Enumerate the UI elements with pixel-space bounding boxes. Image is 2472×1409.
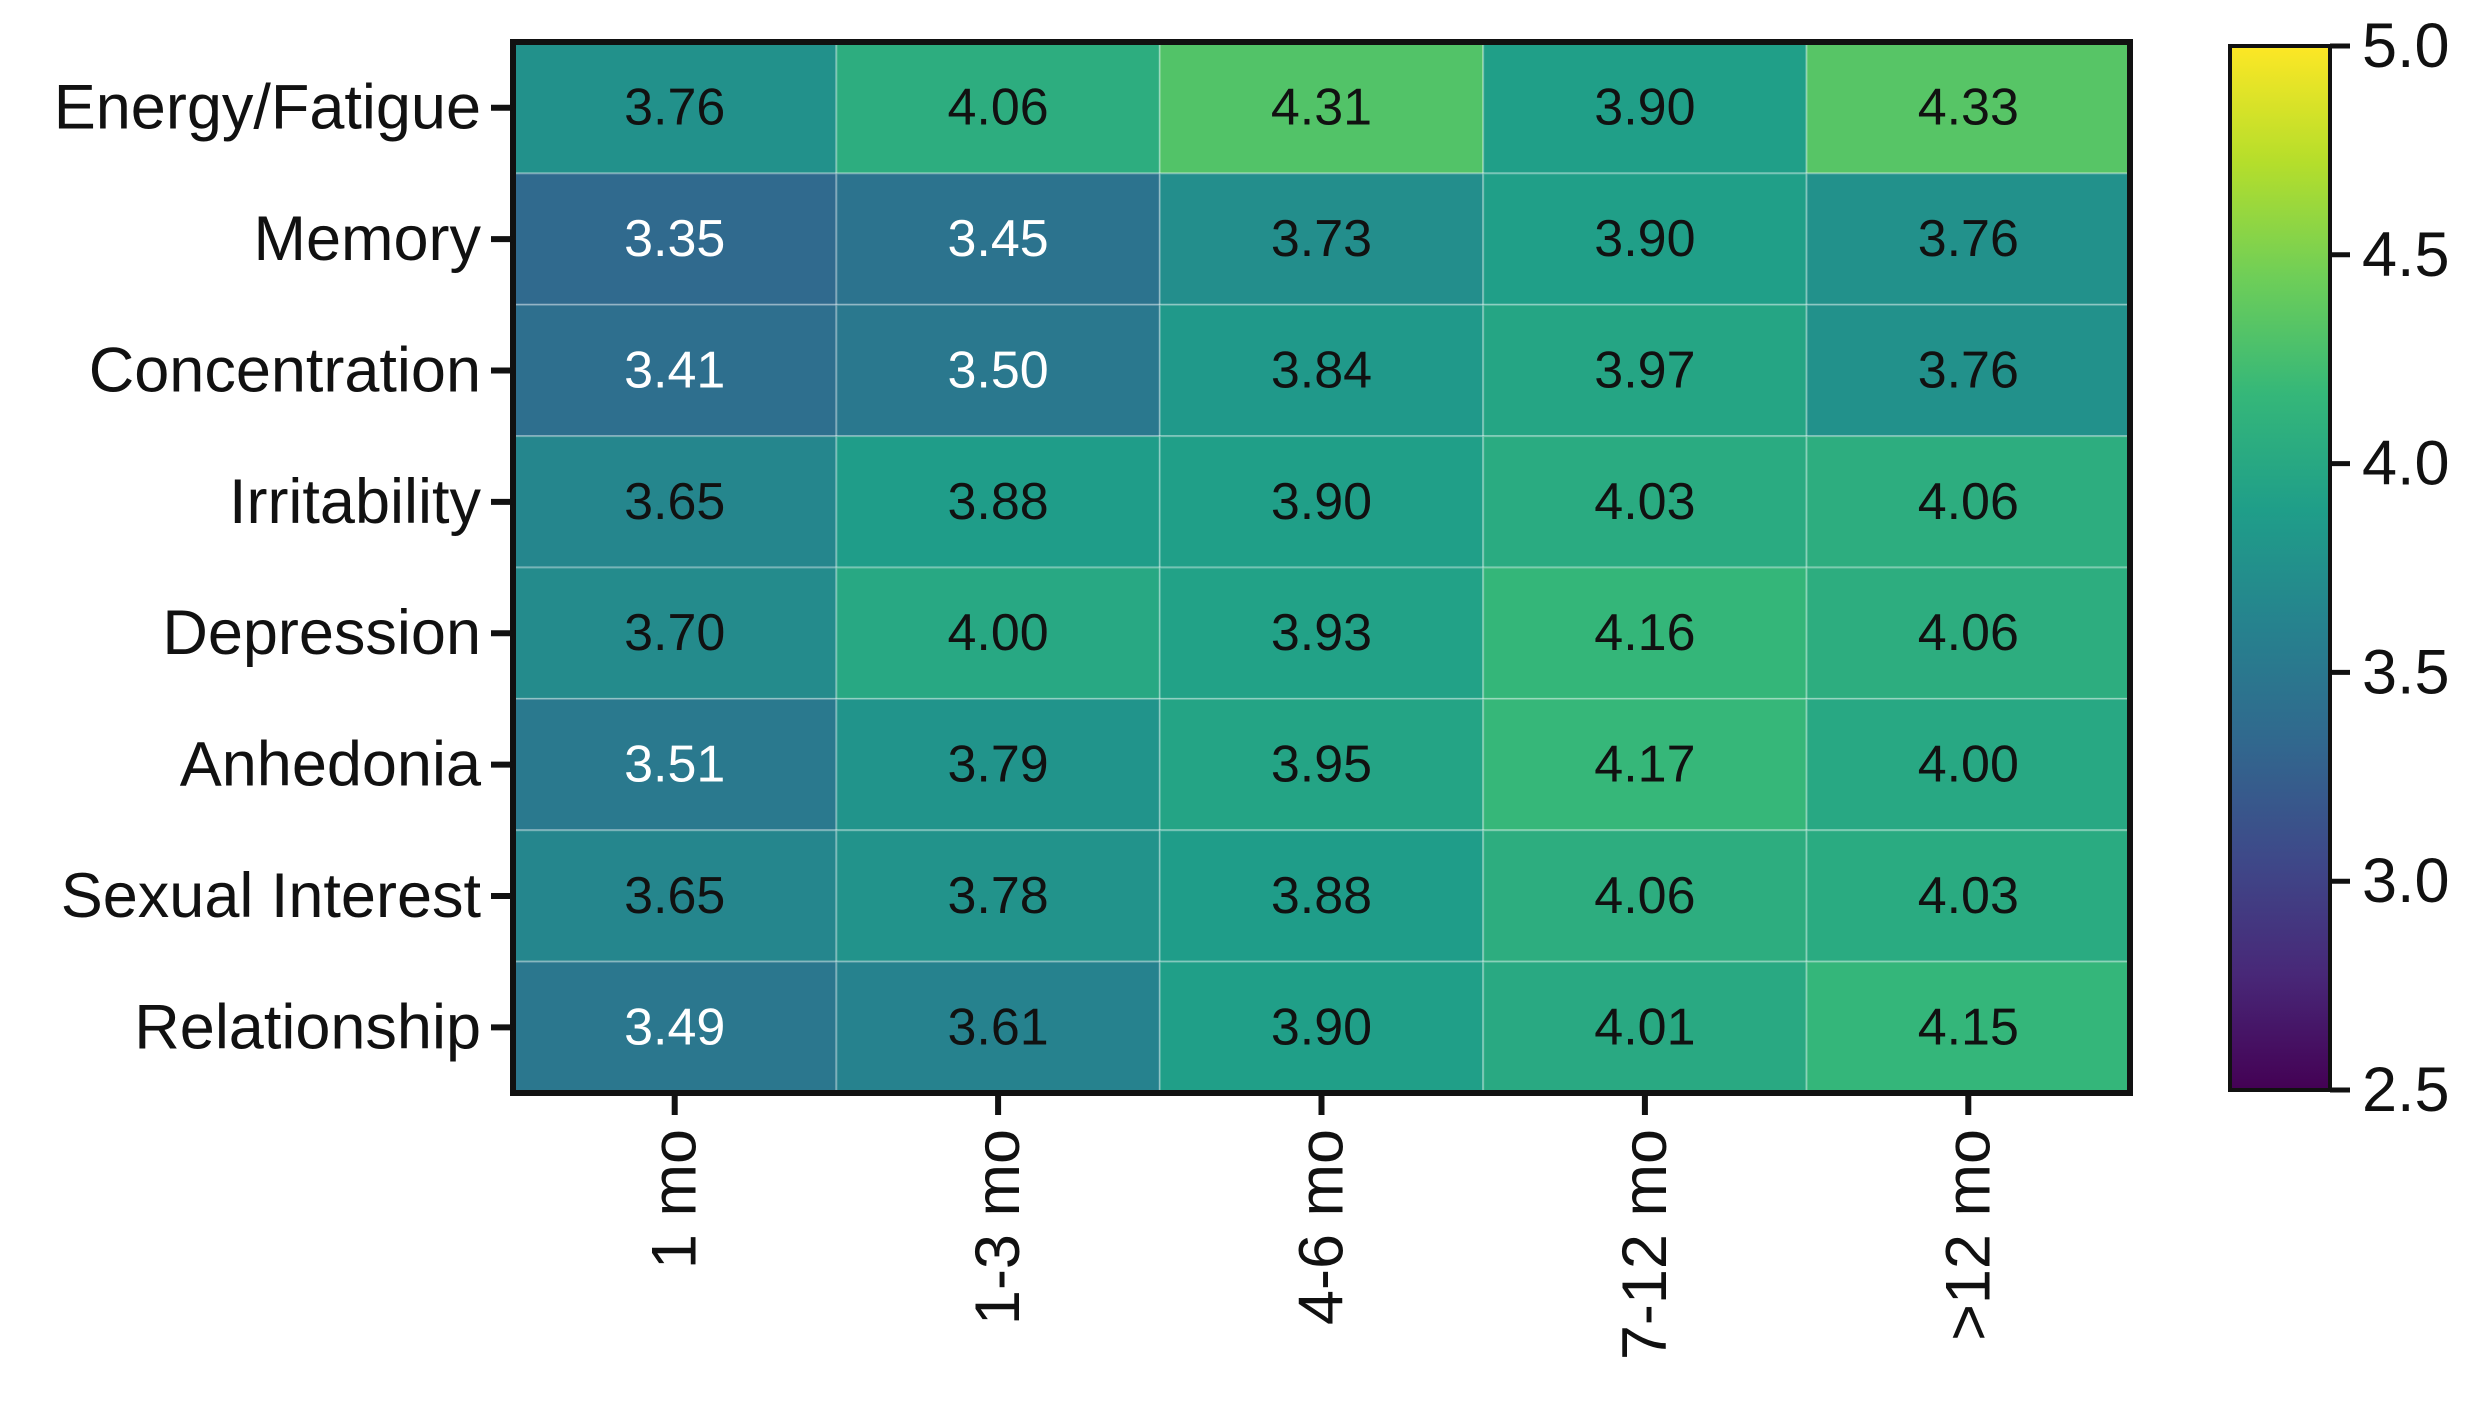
heatmap-cell <box>835 960 1161 1094</box>
heatmap-cell <box>1158 697 1485 832</box>
cell-value-label: 3.45 <box>947 210 1048 268</box>
heatmap-cell <box>1482 435 1808 569</box>
cell-value-label: 3.95 <box>1271 736 1372 794</box>
row-label: Memory <box>253 204 481 274</box>
cell-value-label: 3.61 <box>947 998 1048 1056</box>
colorbar-tick-label: 2.5 <box>2362 1055 2450 1125</box>
cell-value-label: 4.31 <box>1271 79 1372 137</box>
cell-value-label: 4.16 <box>1594 604 1695 662</box>
cell-value-label: 4.03 <box>1918 867 2019 925</box>
colorbar: 2.5 3.0 3.5 4.0 4.5 5.0 <box>2228 11 2450 1125</box>
cell-value-label: 3.35 <box>624 210 725 268</box>
colorbar-gradient <box>2228 44 2332 1092</box>
heatmap-cell <box>835 697 1161 832</box>
cell-value-label: 3.90 <box>1594 210 1695 268</box>
column-label: 1 mo <box>640 1129 710 1269</box>
column-label: 4-6 mo <box>1287 1129 1357 1325</box>
heatmap-cell <box>1805 435 2131 569</box>
heatmap-cell <box>1482 41 1808 175</box>
row-axis: Energy/Fatigue Memory Concentration Irritab… <box>54 73 513 1062</box>
row-label: Concentration <box>89 335 481 405</box>
cell-value-label: 3.93 <box>1271 604 1372 662</box>
row-label: Sexual Interest <box>61 861 482 931</box>
heatmap-cell <box>835 41 1161 175</box>
heatmap-cell <box>1482 303 1808 438</box>
cell-value-label: 3.88 <box>1271 867 1372 925</box>
heatmap-cell <box>1158 303 1485 438</box>
heatmap-cell <box>1805 829 2131 963</box>
cell-value-label: 3.79 <box>947 736 1048 794</box>
colorbar-tick-label: 3.0 <box>2362 846 2450 916</box>
column-label: >12 mo <box>1933 1129 2003 1341</box>
heatmap-cell <box>512 566 838 700</box>
colorbar-tick-label: 5.0 <box>2362 11 2450 81</box>
cell-value-label: 4.03 <box>1594 473 1695 531</box>
cell-value-label: 4.06 <box>1594 867 1695 925</box>
heatmap-cell <box>1805 41 2131 175</box>
heatmap-cell <box>1805 303 2131 438</box>
colorbar-ticks: 2.5 3.0 3.5 4.0 4.5 5.0 <box>2330 11 2450 1125</box>
cell-value-label: 3.90 <box>1594 79 1695 137</box>
cell-value-label: 3.78 <box>947 867 1048 925</box>
cell-value-label: 3.51 <box>624 736 725 794</box>
row-label: Anhedonia <box>180 730 482 800</box>
heatmap-cell <box>1158 435 1485 569</box>
cell-value-label: 4.33 <box>1918 79 2019 137</box>
heatmap-cell <box>1482 960 1808 1094</box>
cell-value-label: 4.01 <box>1594 998 1695 1056</box>
cell-value-label: 3.41 <box>624 341 725 399</box>
colorbar-tick-label: 4.0 <box>2362 429 2450 499</box>
cell-value-label: 3.70 <box>624 604 725 662</box>
column-axis: 1 mo 1-3 mo 4-6 mo 7-12 mo >12 mo <box>640 1093 2003 1360</box>
cell-value-label: 3.50 <box>947 341 1048 399</box>
cell-value-label: 4.06 <box>1918 473 2019 531</box>
heatmap-cell <box>1805 566 2131 700</box>
heatmap-cell <box>512 172 838 306</box>
heatmap-cell <box>1158 960 1485 1094</box>
cell-value-label: 3.49 <box>624 998 725 1056</box>
cell-value-label: 3.65 <box>624 867 725 925</box>
heatmap-cell <box>1482 697 1808 832</box>
cell-value-label: 3.76 <box>1918 341 2019 399</box>
column-label: 7-12 mo <box>1610 1129 1680 1360</box>
cell-value-label: 4.06 <box>1918 604 2019 662</box>
column-label: 1-3 mo <box>963 1129 1033 1325</box>
cell-value-label: 3.90 <box>1271 473 1372 531</box>
cell-value-label: 4.06 <box>947 79 1048 137</box>
cell-value-label: 3.90 <box>1271 998 1372 1056</box>
heatmap-cell <box>1158 566 1485 700</box>
heatmap-cell <box>1158 172 1485 306</box>
row-label: Irritability <box>229 467 482 537</box>
heatmap-cell <box>1805 172 2131 306</box>
colorbar-tick-label: 3.5 <box>2362 637 2450 707</box>
heatmap-cell <box>512 41 838 175</box>
heatmap-cell <box>835 303 1161 438</box>
row-label: Depression <box>162 598 481 668</box>
cell-value-label: 3.76 <box>624 79 725 137</box>
cell-value-label: 3.84 <box>1271 341 1372 399</box>
cell-value-label: 3.76 <box>1918 210 2019 268</box>
cell-value-label: 3.88 <box>947 473 1048 531</box>
heatmap-cell <box>1805 960 2131 1094</box>
heatmap-cell <box>835 435 1161 569</box>
cell-value-label: 4.00 <box>1918 736 2019 794</box>
colorbar-tick-label: 4.5 <box>2362 220 2450 290</box>
cell-value-label: 4.17 <box>1594 736 1695 794</box>
cell-value-label: 3.65 <box>624 473 725 531</box>
heatmap-cell <box>835 566 1161 700</box>
cell-value-label: 3.97 <box>1594 341 1695 399</box>
row-label: Energy/Fatigue <box>54 73 481 143</box>
heatmap-cell <box>512 960 838 1094</box>
cell-value-label: 4.15 <box>1918 998 2019 1056</box>
cell-value-label: 3.73 <box>1271 210 1372 268</box>
heatmap-cell <box>512 829 838 963</box>
heatmap-cells: 3.76 4.06 4.31 3.90 4.33 3.35 3.45 3.73 3.90 3.76… <box>512 41 2131 1094</box>
row-label: Relationship <box>134 992 481 1062</box>
cell-value-label: 4.00 <box>947 604 1048 662</box>
